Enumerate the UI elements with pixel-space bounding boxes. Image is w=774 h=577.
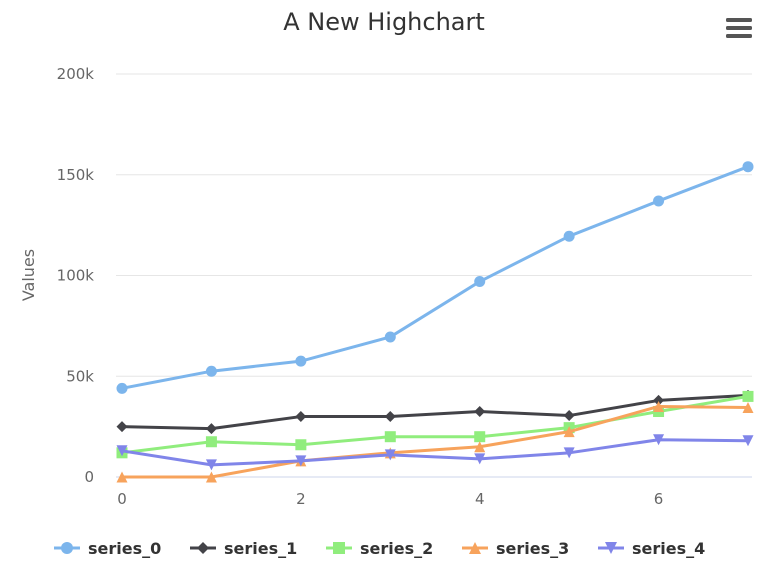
y-axis-title: Values (19, 249, 38, 301)
data-point[interactable] (742, 390, 754, 402)
x-tick-label: 4 (475, 490, 485, 508)
axes: 0 50k 100k 150k 200k 0 2 4 6 (57, 65, 752, 508)
series-line[interactable] (120, 394, 750, 455)
data-point[interactable] (653, 195, 665, 207)
data-point[interactable] (563, 447, 575, 459)
legend-item-series_1[interactable]: series_1 (190, 539, 297, 558)
y-tick-label: 150k (57, 166, 95, 184)
data-point[interactable] (205, 365, 217, 377)
data-point[interactable] (116, 445, 128, 457)
data-point[interactable] (295, 455, 307, 467)
series-line[interactable] (120, 393, 750, 431)
x-tick-label: 2 (296, 490, 306, 508)
data-point[interactable] (563, 410, 575, 422)
data-point[interactable] (205, 423, 217, 435)
data-point[interactable] (384, 411, 396, 423)
data-point[interactable] (384, 431, 396, 443)
data-point[interactable] (116, 421, 128, 433)
legend-label: series_4 (632, 539, 705, 558)
data-point[interactable] (474, 441, 486, 453)
legend-item-series_2[interactable]: series_2 (326, 539, 433, 558)
legend-item-series_4[interactable]: series_4 (598, 539, 705, 558)
legend-label: series_3 (496, 539, 569, 558)
data-point[interactable] (474, 406, 486, 418)
data-point[interactable] (742, 435, 754, 447)
legend-item-series_0[interactable]: series_0 (54, 539, 161, 558)
chart-title: A New Highchart (283, 8, 485, 36)
legend: series_0 series_1 series_2 series_3 series_4 (54, 539, 705, 558)
legend-symbol (197, 542, 209, 554)
data-point[interactable] (563, 426, 575, 438)
legend-item-series_3[interactable]: series_3 (462, 539, 569, 558)
series-series_4 (116, 434, 754, 471)
data-point[interactable] (116, 471, 128, 483)
data-point[interactable] (653, 394, 665, 406)
data-point[interactable] (205, 471, 217, 483)
data-point[interactable] (205, 459, 217, 471)
data-point[interactable] (653, 400, 665, 412)
legend-label: series_2 (360, 539, 433, 558)
data-point[interactable] (295, 411, 307, 423)
data-point[interactable] (474, 431, 486, 443)
y-tick-label: 100k (57, 267, 95, 285)
data-point[interactable] (474, 453, 486, 465)
legend-label: series_0 (88, 539, 161, 558)
legend-label: series_1 (224, 539, 297, 558)
series-layer (116, 161, 754, 483)
data-point[interactable] (474, 276, 486, 288)
data-point[interactable] (563, 230, 575, 242)
data-point[interactable] (653, 434, 665, 446)
legend-symbol (605, 542, 617, 554)
hamburger-menu-icon[interactable] (726, 18, 752, 38)
y-tick-label: 0 (84, 468, 94, 486)
y-tick-label: 200k (57, 65, 95, 83)
x-tick-label: 6 (654, 490, 664, 508)
x-tick-label: 0 (117, 490, 127, 508)
legend-symbol (333, 542, 345, 554)
data-point[interactable] (205, 436, 217, 448)
data-point[interactable] (295, 439, 307, 451)
series-line[interactable] (120, 404, 750, 479)
data-point[interactable] (384, 331, 396, 343)
series-series_0 (116, 161, 754, 394)
data-point[interactable] (742, 401, 754, 413)
series-line[interactable] (120, 165, 750, 390)
data-point[interactable] (295, 355, 307, 367)
series-line[interactable] (120, 438, 750, 467)
grid-lines (116, 73, 752, 377)
data-point[interactable] (384, 449, 396, 461)
data-point[interactable] (116, 382, 128, 394)
y-tick-label: 50k (66, 367, 94, 385)
series-series_1 (116, 389, 754, 435)
legend-symbol (61, 542, 73, 554)
legend-symbol (469, 542, 481, 554)
data-point[interactable] (742, 161, 754, 173)
